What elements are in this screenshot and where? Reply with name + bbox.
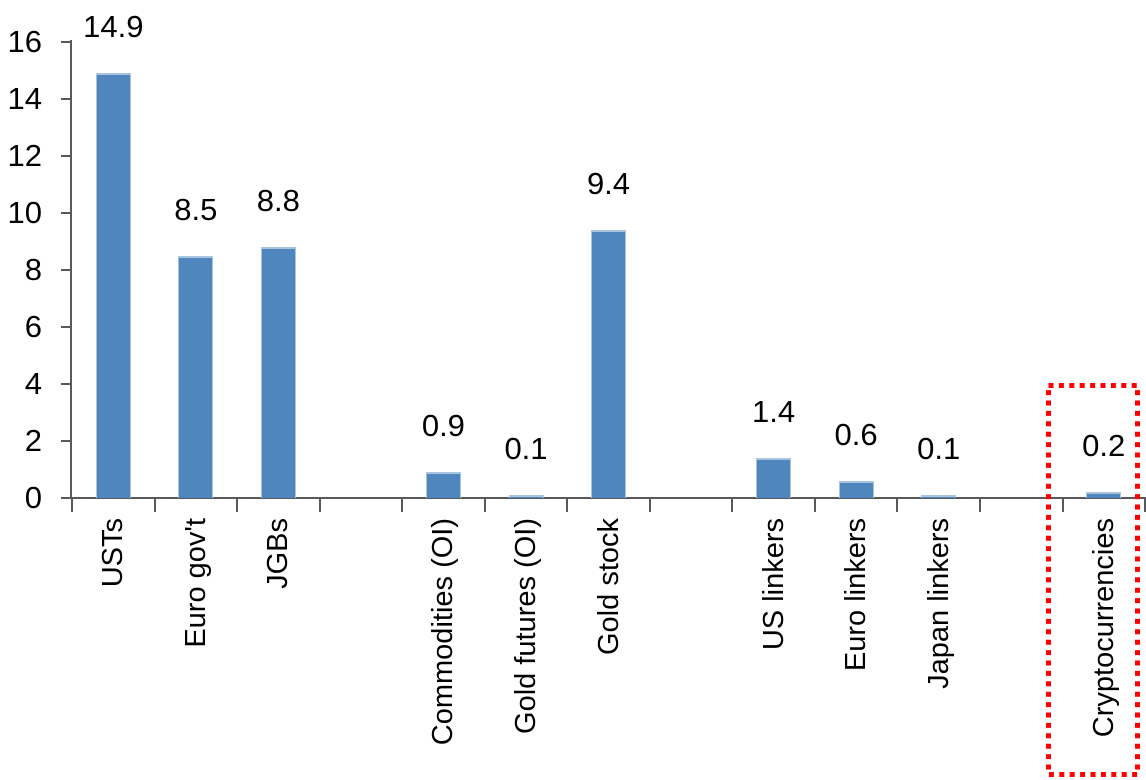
y-tick-2 [61, 440, 72, 442]
x-tick-9 [813, 497, 816, 512]
x-tick-6 [566, 497, 569, 512]
x-tick-13 [1144, 497, 1146, 512]
y-tick-16 [61, 41, 72, 43]
value-label-cryptocurrencies: 0.2 [1082, 428, 1126, 464]
bar-commodities-oi- [425, 472, 461, 499]
y-tick-label-6: 6 [24, 309, 42, 344]
bar-usts [95, 73, 131, 498]
value-label-commodities-oi-: 0.9 [421, 408, 465, 444]
y-tick-label-8: 8 [24, 252, 42, 287]
y-tick-14 [61, 98, 72, 100]
bar-gold-futures-oi- [508, 495, 544, 498]
y-tick-label-12: 12 [7, 138, 42, 173]
y-tick-label-2: 2 [24, 423, 42, 458]
category-label-us-linkers: US linkers [757, 518, 790, 651]
category-label-commodities-oi-: Commodities (OI) [427, 518, 460, 746]
y-tick-8 [61, 269, 72, 271]
value-label-us-linkers: 1.4 [752, 394, 796, 430]
x-tick-0 [71, 497, 73, 512]
category-label-jgbs: JGBs [262, 518, 295, 589]
value-label-japan-linkers: 0.1 [917, 431, 961, 466]
y-tick-label-0: 0 [24, 480, 42, 515]
category-label-euro-gov-t: Euro gov't [179, 518, 212, 648]
value-label-gold-futures-oi-: 0.1 [504, 431, 548, 466]
value-label-euro-linkers: 0.6 [834, 416, 878, 452]
bar-euro-gov-t [178, 255, 214, 499]
bar-euro-linkers [838, 480, 874, 498]
bar-jgbs [260, 247, 296, 498]
x-tick-8 [731, 497, 734, 512]
x-tick-12 [1061, 497, 1064, 512]
category-label-gold-futures-oi-: Gold futures (OI) [509, 518, 542, 734]
value-label-euro-gov-t: 8.5 [174, 191, 218, 227]
bar-us-linkers [756, 458, 792, 498]
bar-gold-stock [591, 230, 626, 498]
x-tick-1 [153, 497, 156, 512]
category-label-usts: USTs [97, 518, 130, 588]
value-label-usts: 14.9 [83, 9, 144, 45]
x-axis-line [70, 497, 1146, 499]
x-tick-5 [483, 497, 486, 512]
x-tick-2 [236, 497, 239, 512]
category-label-gold-stock: Gold stock [592, 518, 625, 655]
y-tick-label-4: 4 [24, 366, 42, 401]
x-tick-10 [896, 497, 899, 512]
x-tick-7 [648, 497, 651, 512]
category-label-japan-linkers: Japan linkers [922, 518, 955, 689]
y-tick-10 [61, 212, 72, 214]
highlight-box-rect [1046, 383, 1140, 777]
bar-cryptocurrencies [1086, 492, 1122, 498]
category-label-euro-linkers: Euro linkers [839, 518, 872, 672]
highlight-box [1046, 383, 1140, 777]
x-tick-4 [401, 497, 404, 512]
y-tick-6 [61, 326, 72, 328]
x-tick-11 [978, 497, 981, 512]
y-tick-4 [61, 383, 72, 385]
y-tick-12 [61, 155, 72, 157]
value-label-gold-stock: 9.4 [586, 166, 631, 202]
y-tick-label-10: 10 [7, 195, 42, 230]
value-label-jgbs: 8.8 [256, 183, 300, 219]
x-tick-3 [318, 497, 321, 512]
y-tick-label-16: 16 [7, 24, 42, 59]
y-tick-label-14: 14 [7, 81, 42, 116]
bar-japan-linkers [921, 495, 957, 498]
y-tick-0 [61, 497, 72, 499]
